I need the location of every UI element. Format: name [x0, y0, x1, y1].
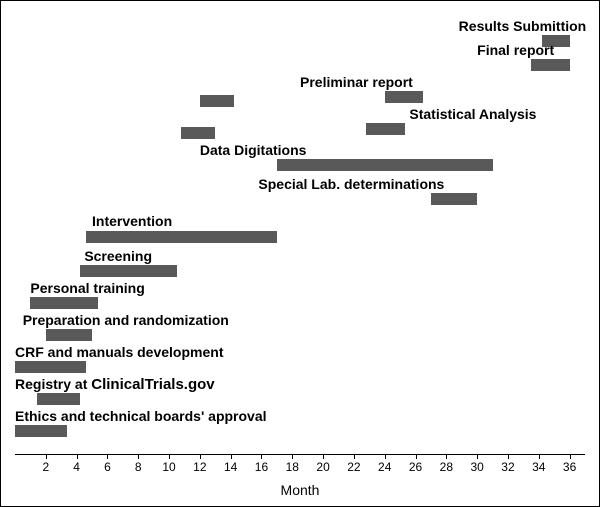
x-tick-label: 22	[347, 460, 360, 474]
gantt-bar-label: Ethics and technical boards' approval	[15, 408, 267, 424]
gantt-bar	[181, 127, 215, 139]
gantt-bar-label: Intervention	[92, 213, 172, 229]
gantt-bar-label: Statistical Analysis	[409, 106, 536, 122]
gantt-bar	[30, 297, 98, 309]
gantt-bar-label: Preliminar report	[300, 74, 413, 90]
x-tick-mark	[169, 454, 170, 459]
gantt-bar	[46, 329, 92, 341]
x-tick-mark	[385, 454, 386, 459]
gantt-bar-label: Results Submittion	[459, 18, 587, 34]
x-tick-label: 20	[316, 460, 329, 474]
gantt-bar	[37, 393, 80, 405]
x-tick-mark	[323, 454, 324, 459]
x-tick-label: 10	[162, 460, 175, 474]
gantt-bar	[277, 159, 493, 171]
gantt-bar-label: Personal training	[30, 280, 144, 296]
gantt-bar-label: Preparation and randomization	[23, 312, 229, 328]
x-tick-mark	[508, 454, 509, 459]
gantt-bar-label: Screening	[84, 248, 152, 264]
x-tick-label: 34	[532, 460, 545, 474]
gantt-bar-label: Final report	[477, 42, 554, 58]
x-tick-label: 4	[73, 460, 80, 474]
x-tick-label: 36	[563, 460, 576, 474]
gantt-bar	[366, 123, 405, 135]
x-tick-mark	[292, 454, 293, 459]
gantt-bar-label: Special Lab. determinations	[258, 176, 444, 192]
gantt-bar	[86, 231, 277, 243]
x-tick-label: 2	[42, 460, 49, 474]
x-tick-mark	[138, 454, 139, 459]
x-tick-mark	[77, 454, 78, 459]
x-tick-mark	[231, 454, 232, 459]
x-tick-mark	[46, 454, 47, 459]
gantt-bar	[15, 425, 67, 437]
x-tick-mark	[570, 454, 571, 459]
x-tick-label: 24	[378, 460, 391, 474]
x-tick-label: 14	[224, 460, 237, 474]
x-axis-title: Month	[281, 482, 320, 498]
x-tick-label: 26	[409, 460, 422, 474]
x-tick-label: 6	[104, 460, 111, 474]
gantt-bar	[385, 91, 424, 103]
x-tick-mark	[477, 454, 478, 459]
gantt-bar	[80, 265, 177, 277]
x-axis-line	[15, 454, 585, 455]
x-tick-mark	[107, 454, 108, 459]
x-tick-mark	[446, 454, 447, 459]
gantt-bar	[200, 95, 234, 107]
x-tick-label: 30	[470, 460, 483, 474]
x-tick-mark	[416, 454, 417, 459]
gantt-bar-label: Registry at ClinicalTrials.gov	[15, 376, 215, 393]
gantt-chart: Results Submittion Final report Preliminar…	[0, 0, 600, 507]
gantt-bar	[431, 193, 477, 205]
gantt-bar-label: Data Digitations	[200, 142, 307, 158]
x-tick-label: 32	[501, 460, 514, 474]
x-tick-mark	[354, 454, 355, 459]
x-tick-label: 8	[135, 460, 142, 474]
gantt-bar-label: CRF and manuals development	[15, 344, 223, 360]
gantt-bar	[15, 361, 86, 373]
gantt-bar	[531, 59, 570, 71]
x-tick-mark	[539, 454, 540, 459]
x-tick-mark	[200, 454, 201, 459]
x-tick-label: 16	[255, 460, 268, 474]
x-tick-label: 12	[193, 460, 206, 474]
x-tick-label: 18	[286, 460, 299, 474]
x-tick-mark	[261, 454, 262, 459]
x-tick-label: 28	[440, 460, 453, 474]
